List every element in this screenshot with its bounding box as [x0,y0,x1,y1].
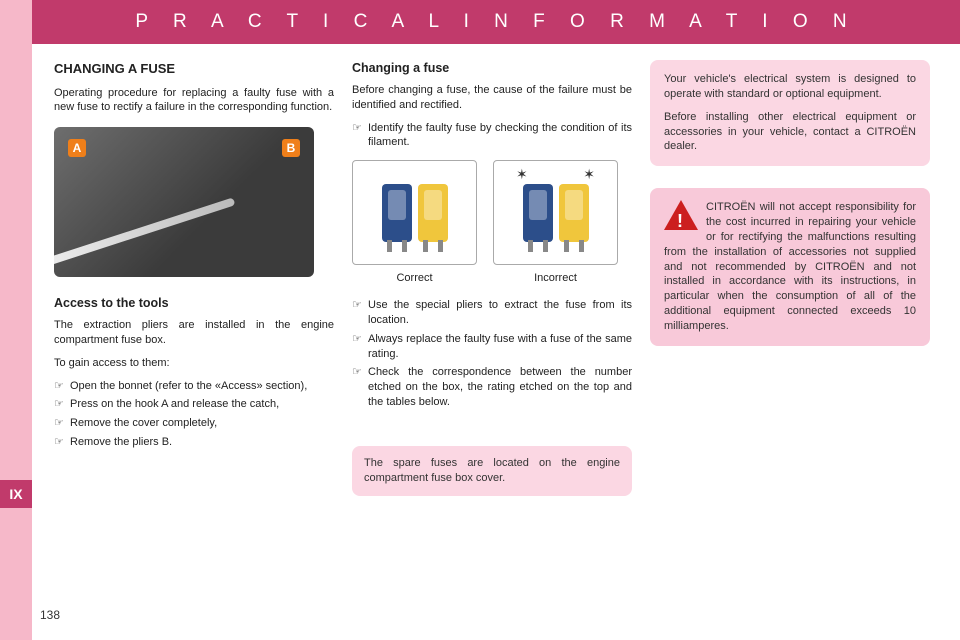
bullet-icon: ☞ [54,435,70,450]
photo-label-b: B [282,139,300,157]
list-item: ☞ Always replace the faulty fuse with a … [352,332,632,362]
column-left: CHANGING A FUSE Operating procedure for … [54,60,334,596]
photo-pliers-illustration [54,198,235,267]
bullet-text: Press on the hook A and release the catc… [70,397,334,412]
warning-box: ! CITROËN will not accept responsibility… [650,188,930,346]
bullet-icon: ☞ [54,397,70,412]
intro-paragraph: Operating procedure for replacing a faul… [54,86,334,116]
photo-label-a: A [68,139,86,157]
fuse-yellow-icon [559,184,589,242]
bullet-text: Remove the pliers B. [70,435,334,450]
list-item: ☞ Press on the hook A and release the ca… [54,397,334,412]
bullet-icon: ☞ [352,332,368,362]
bullet-icon: ☞ [54,416,70,431]
bullet-icon: ☞ [352,298,368,328]
heading-changing-a-fuse: CHANGING A FUSE [54,60,334,78]
list-item: ☞ Check the correspondence between the n… [352,365,632,410]
list-item: ☞ Remove the pliers B. [54,435,334,450]
list-item: ☞ Open the bonnet (refer to the «Access»… [54,379,334,394]
bullet-icon: ☞ [54,379,70,394]
fuse-yellow-icon [418,184,448,242]
fuse-blue-icon [382,184,412,242]
info-paragraph: Before installing other electrical equip… [664,110,916,155]
list-item: ☞ Use the special pliers to extract the … [352,298,632,328]
bullet-icon: ☞ [352,121,368,151]
column-right: Your vehicle's electrical system is desi… [650,60,930,596]
fuse-figure-incorrect: ✶ ✶ [493,160,618,265]
column-middle: Changing a fuse Before changing a fuse, … [352,60,632,596]
spark-icon: ✶ [583,165,595,184]
bullet-text: Open the bonnet (refer to the «Access» s… [70,379,334,394]
section-tab: IX [0,480,32,508]
bullet-icon: ☞ [352,365,368,410]
page-header: P R A C T I C A L I N F O R M A T I O N [32,0,960,44]
warning-icon: ! [664,200,698,234]
access-paragraph-2: To gain access to them: [54,356,334,371]
heading-changing-fuse-sub: Changing a fuse [352,60,632,77]
mid-paragraph-1: Before changing a fuse, the cause of the… [352,83,632,113]
list-item: ☞ Remove the cover completely, [54,416,334,431]
left-margin-strip [0,0,32,640]
page-number: 138 [40,608,60,622]
heading-access-tools: Access to the tools [54,295,334,312]
info-box-electrical: Your vehicle's electrical system is desi… [650,60,930,166]
content-area: CHANGING A FUSE Operating procedure for … [54,60,942,596]
fuse-box-photo: A B [54,127,314,277]
caption-incorrect: Incorrect [493,271,618,286]
info-paragraph: Your vehicle's electrical system is desi… [664,72,916,102]
access-paragraph-1: The extraction pliers are installed in t… [54,318,334,348]
spark-icon: ✶ [516,165,528,184]
bullet-text: Use the special pliers to extract the fu… [368,298,632,328]
bullet-text: Always replace the faulty fuse with a fu… [368,332,632,362]
caption-correct: Correct [352,271,477,286]
spare-fuses-note: The spare fuses are located on the engin… [352,446,632,496]
fuse-figure-row: ✶ ✶ [352,160,632,265]
bullet-text: Check the correspondence between the num… [368,365,632,410]
warning-text: CITROËN will not accept responsibility f… [664,201,916,332]
list-item: ☞ Identify the faulty fuse by checking t… [352,121,632,151]
fuse-blue-icon [523,184,553,242]
bullet-text: Remove the cover completely, [70,416,334,431]
fuse-figure-correct [352,160,477,265]
fuse-caption-row: Correct Incorrect [352,271,632,286]
bullet-text: Identify the faulty fuse by checking the… [368,121,632,151]
